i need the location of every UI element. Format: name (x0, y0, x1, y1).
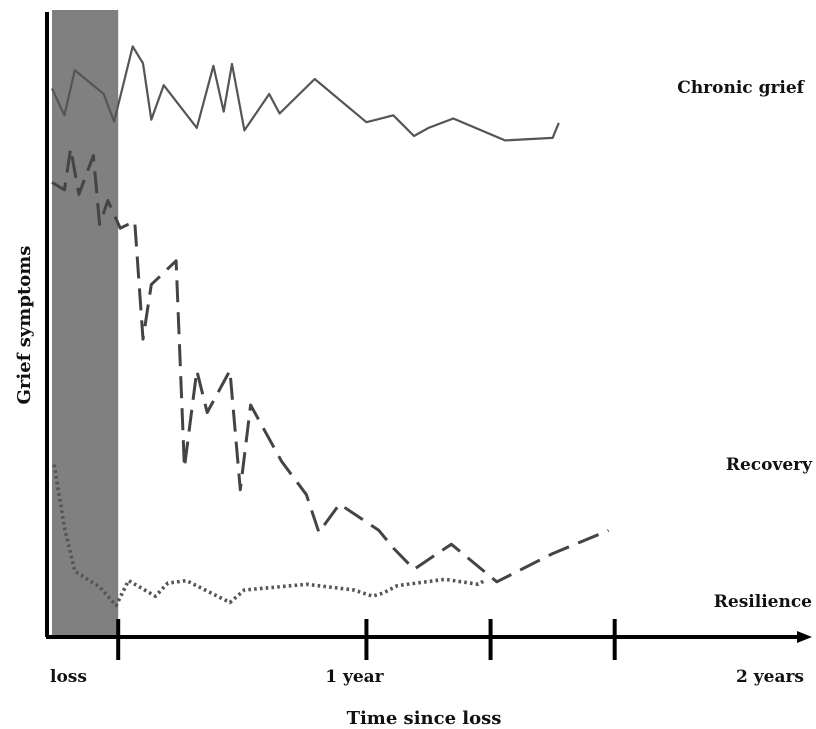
x-axis-arrowhead (797, 631, 812, 643)
series-label-chronic-grief: Chronic grief (677, 78, 805, 98)
series-line-chronic-grief (51, 45, 560, 142)
series-line-resilience (52, 464, 486, 608)
series-label-resilience: Resilience (714, 592, 812, 612)
y-axis-title: Grief symptoms (14, 246, 35, 405)
series-label-recovery: Recovery (726, 455, 813, 475)
x-tick-label: 1 year (325, 667, 384, 687)
x-tick-label: 2 years (736, 667, 804, 687)
x-axis-title: Time since loss (347, 708, 502, 729)
x-ticks-layer (116, 619, 617, 660)
series-layer (51, 45, 610, 608)
x-tick-label: loss (50, 667, 87, 687)
series-line-recovery (51, 147, 610, 584)
